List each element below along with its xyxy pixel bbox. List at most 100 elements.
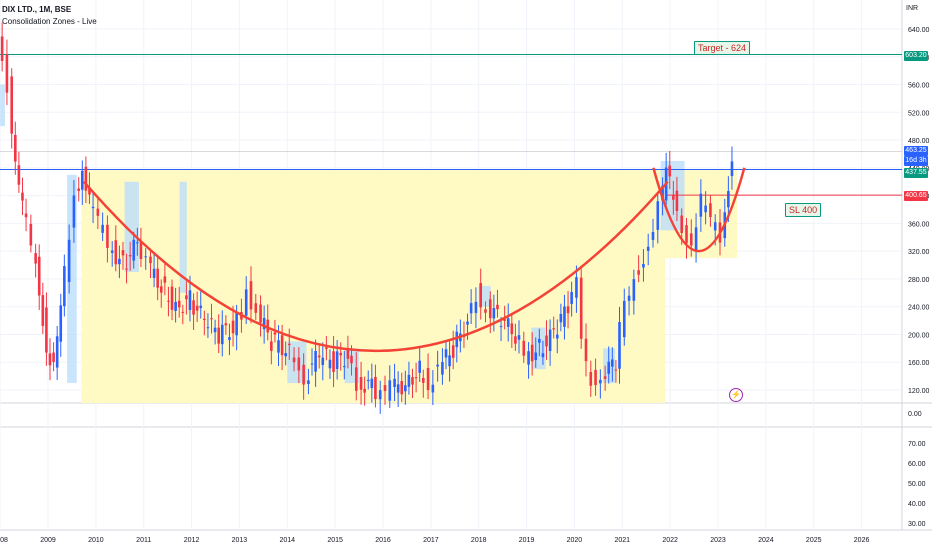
candle-body	[522, 340, 526, 356]
candle-body	[374, 376, 377, 400]
lower-tick-label: 40.00	[908, 501, 926, 508]
candle-body	[685, 225, 688, 244]
candle-body	[388, 380, 392, 401]
lower-pane-axis: 0.00 70.00 60.00 50.00 40.00 30.00	[908, 411, 926, 528]
candle-body	[96, 208, 100, 216]
candle-body	[506, 318, 510, 327]
time-tick-label: 2013	[232, 537, 248, 544]
indicator-label[interactable]: Consolidation Zones - Live	[2, 17, 97, 26]
candle-body	[642, 264, 645, 268]
consolidation-zone	[179, 181, 187, 293]
candle-body	[273, 332, 277, 335]
candle-body	[77, 188, 81, 191]
candle-body	[366, 379, 370, 382]
candle-body	[444, 349, 448, 358]
price-axis[interactable]: 640.00600.00560.00520.00480.00440.00400.…	[908, 27, 930, 395]
candle-body	[680, 215, 684, 233]
candle-body	[72, 195, 76, 228]
level-lines	[0, 54, 902, 196]
candle-body	[84, 166, 88, 191]
candle-body	[607, 361, 611, 374]
candle-body	[125, 268, 128, 270]
price-tick-label: 360.00	[908, 221, 930, 228]
time-tick-label: 2023	[710, 537, 726, 544]
candle-body	[270, 341, 273, 351]
candle-body	[0, 36, 4, 61]
price-tick-label: 520.00	[908, 110, 930, 117]
time-tick-label: 2017	[423, 537, 439, 544]
candle-body	[421, 377, 425, 383]
candle-body	[534, 352, 538, 360]
candle-body	[370, 378, 374, 389]
flash-icon[interactable]: ⚡	[729, 388, 743, 402]
candle-body	[217, 327, 220, 344]
candle-body	[400, 381, 404, 395]
candle-body	[59, 305, 63, 342]
candle-body	[136, 242, 139, 244]
candle-body	[48, 353, 52, 366]
candle-body	[527, 351, 530, 365]
candle-body	[174, 301, 177, 311]
candle-body	[346, 348, 350, 359]
candle-body	[563, 306, 566, 327]
candle-body	[139, 241, 143, 259]
candle-body	[37, 256, 41, 296]
candle-body	[499, 326, 503, 328]
candle-body	[694, 227, 698, 252]
candle-body	[599, 379, 602, 384]
candle-body	[132, 239, 136, 261]
target-price-tag: 603.20	[904, 51, 928, 61]
time-axis[interactable]: 2008 2009 2010 2011 2012 2013 2014 2015 2016 2017…	[0, 537, 869, 544]
candle-body	[411, 377, 414, 385]
candle-body	[254, 303, 258, 313]
candle-body	[67, 239, 71, 283]
candle-body	[675, 190, 679, 211]
candle-body	[262, 318, 266, 330]
candle-body	[45, 307, 48, 353]
candle-body	[559, 313, 563, 323]
candle-body	[541, 353, 545, 358]
candle-body	[110, 250, 114, 253]
candle-body	[203, 318, 206, 321]
candle-body	[552, 328, 555, 330]
candle-body	[106, 224, 109, 248]
consolidation-zone	[531, 327, 546, 370]
symbol-label[interactable]: DIX LTD., 1M, BSE	[2, 5, 72, 14]
candle-body	[128, 254, 132, 257]
candle-body	[618, 322, 621, 369]
candle-body	[24, 213, 28, 218]
candle-body	[144, 256, 148, 258]
price-tick-label: 200.00	[908, 332, 930, 339]
candle-body	[149, 256, 152, 264]
consolidation-zone	[67, 174, 77, 384]
candle-body	[538, 338, 541, 343]
time-tick-label: 2022	[662, 537, 678, 544]
candle-body	[709, 203, 712, 218]
candle-body	[611, 359, 614, 367]
candle-body	[249, 281, 253, 310]
candle-body	[378, 390, 382, 400]
candle-body	[614, 369, 618, 371]
candle-body	[317, 355, 321, 358]
candle-body	[210, 318, 213, 320]
time-tick-label: 2016	[375, 537, 391, 544]
candle-body	[192, 300, 195, 315]
candle-body	[91, 206, 95, 209]
candle-body	[656, 201, 660, 230]
time-tick-label: 2011	[136, 537, 151, 544]
candle-body	[730, 161, 734, 177]
candle-body	[479, 283, 483, 308]
candle-body	[517, 335, 521, 340]
candle-body	[185, 295, 188, 300]
candle-body	[469, 303, 473, 314]
time-tick-label: 2015	[327, 537, 343, 544]
candle-body	[448, 355, 451, 367]
candle-body	[280, 335, 284, 356]
candle-body	[181, 311, 185, 313]
candle-body	[383, 385, 387, 392]
candle-body	[396, 384, 400, 393]
candle-body	[277, 340, 280, 353]
candle-body	[484, 309, 487, 313]
cup-curve	[82, 180, 669, 352]
